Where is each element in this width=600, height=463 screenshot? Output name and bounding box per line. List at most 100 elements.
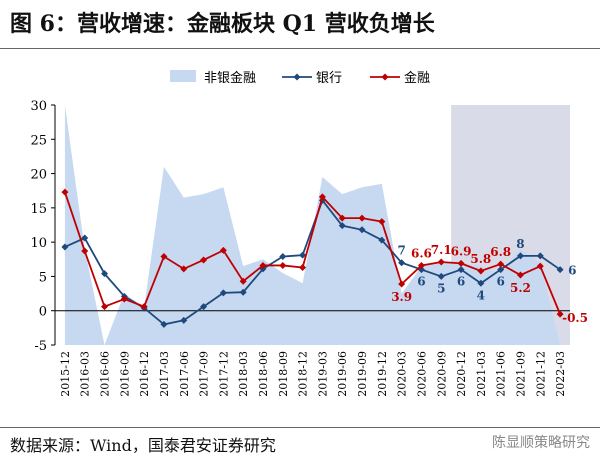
x-tick-label: 2021-09 bbox=[514, 351, 527, 397]
point-bank bbox=[239, 288, 247, 296]
data-label-bank: 4 bbox=[477, 288, 485, 302]
point-bank bbox=[398, 259, 406, 267]
point-finance bbox=[259, 261, 267, 269]
line-finance bbox=[64, 191, 561, 315]
x-tick-label: 2018-12 bbox=[297, 351, 310, 397]
point-bank bbox=[200, 303, 208, 311]
data-label-bank: 8 bbox=[516, 237, 524, 251]
x-tick-label: 2016-03 bbox=[79, 351, 92, 397]
y-tick-label: 30 bbox=[30, 99, 47, 114]
point-finance bbox=[239, 277, 247, 285]
point-finance bbox=[160, 253, 168, 261]
x-tick-label: 2022-03 bbox=[554, 351, 567, 397]
point-bank bbox=[477, 279, 485, 287]
legend-marker-bank bbox=[293, 73, 301, 81]
y-tick-label: 25 bbox=[30, 133, 47, 148]
point-finance bbox=[536, 262, 544, 270]
x-tick-label: 2019-06 bbox=[336, 351, 349, 397]
legend-label-nonbank: 非银金融 bbox=[204, 70, 256, 86]
legend-label-bank: 银行 bbox=[316, 71, 342, 86]
legend-label-finance: 金融 bbox=[404, 70, 430, 86]
point-finance bbox=[200, 256, 208, 264]
point-finance bbox=[477, 267, 485, 275]
x-tick-label: 2021-12 bbox=[534, 351, 547, 397]
data-label-finance: 5.2 bbox=[510, 281, 531, 295]
y-tick-label: -5 bbox=[34, 339, 47, 354]
data-label-bank: 7 bbox=[397, 244, 405, 258]
x-tick-label: 2020-12 bbox=[455, 351, 468, 397]
point-finance bbox=[299, 264, 307, 272]
point-bank bbox=[299, 251, 307, 259]
x-tick-label: 2017-03 bbox=[158, 351, 171, 397]
x-tick-label: 2019-03 bbox=[316, 351, 329, 397]
x-tick-label: 2018-06 bbox=[257, 351, 270, 397]
point-finance bbox=[358, 214, 366, 222]
point-finance bbox=[497, 260, 505, 268]
y-tick-label: 0 bbox=[39, 305, 47, 320]
point-finance bbox=[417, 261, 425, 269]
x-tick-label: 2021-03 bbox=[475, 351, 488, 397]
point-finance bbox=[61, 188, 69, 196]
point-bank bbox=[556, 266, 564, 274]
data-label-finance: 5.8 bbox=[470, 252, 491, 266]
point-bank bbox=[417, 266, 425, 274]
data-label-finance: 6.6 bbox=[411, 246, 432, 260]
x-tick-label: 2015-12 bbox=[59, 351, 72, 397]
point-finance bbox=[81, 247, 89, 255]
x-tick-label: 2018-03 bbox=[237, 351, 250, 397]
source-rule bbox=[0, 427, 600, 428]
point-bank bbox=[279, 253, 287, 261]
source-note: 数据来源：Wind，国泰君安证券研究 bbox=[10, 436, 276, 455]
x-tick-label: 2018-09 bbox=[277, 351, 290, 397]
watermark-text: 陈显顺策略研究 bbox=[492, 435, 590, 451]
y-tick-label: 5 bbox=[39, 270, 47, 285]
point-bank bbox=[497, 266, 505, 274]
x-tick-label: 2019-09 bbox=[356, 351, 369, 397]
point-bank bbox=[81, 234, 89, 242]
point-finance bbox=[338, 214, 346, 222]
point-finance bbox=[279, 261, 287, 269]
point-bank bbox=[437, 272, 445, 280]
x-tick-label: 2017-06 bbox=[178, 351, 191, 397]
point-bank bbox=[180, 316, 188, 324]
point-bank bbox=[61, 243, 69, 251]
x-tick-label: 2020-06 bbox=[415, 351, 428, 397]
y-tick-label: 10 bbox=[30, 236, 47, 251]
point-finance bbox=[398, 280, 406, 288]
point-finance bbox=[516, 271, 524, 279]
point-bank bbox=[219, 289, 227, 297]
point-bank bbox=[516, 252, 524, 260]
x-tick-label: 2017-09 bbox=[198, 351, 211, 397]
x-tick-label: 2020-09 bbox=[435, 351, 448, 397]
point-bank bbox=[160, 320, 168, 328]
point-finance bbox=[457, 259, 465, 267]
point-finance bbox=[140, 303, 148, 311]
y-tick-label: 20 bbox=[30, 168, 47, 183]
figure-title: 图 6：营收增速：金融板块 Q1 营收负增长 bbox=[10, 11, 435, 37]
data-label-bank: 6 bbox=[496, 275, 504, 289]
data-label-finance: -0.5 bbox=[562, 311, 588, 325]
data-label-finance: 6.9 bbox=[451, 244, 472, 258]
line-bank bbox=[64, 198, 561, 326]
point-bank bbox=[338, 222, 346, 230]
x-tick-label: 2019-12 bbox=[376, 351, 389, 397]
point-finance bbox=[120, 295, 128, 303]
point-finance bbox=[378, 218, 386, 226]
point-bank bbox=[457, 266, 465, 274]
area-nonbank-finance bbox=[64, 105, 561, 345]
legend-marker-finance bbox=[381, 73, 389, 81]
point-finance bbox=[180, 265, 188, 273]
point-finance bbox=[437, 258, 445, 266]
data-label-finance: 3.9 bbox=[391, 290, 412, 304]
data-label-bank: 6 bbox=[568, 264, 576, 278]
x-tick-label: 2016-12 bbox=[138, 351, 151, 397]
x-tick-label: 2016-09 bbox=[118, 351, 131, 397]
point-bank bbox=[378, 236, 386, 244]
point-finance bbox=[556, 310, 564, 318]
point-bank bbox=[358, 226, 366, 234]
data-label-finance: 6.8 bbox=[490, 245, 511, 259]
legend-swatch-nonbank bbox=[170, 70, 196, 82]
data-label-finance: 7.1 bbox=[431, 243, 452, 257]
x-tick-label: 2020-03 bbox=[396, 351, 409, 397]
